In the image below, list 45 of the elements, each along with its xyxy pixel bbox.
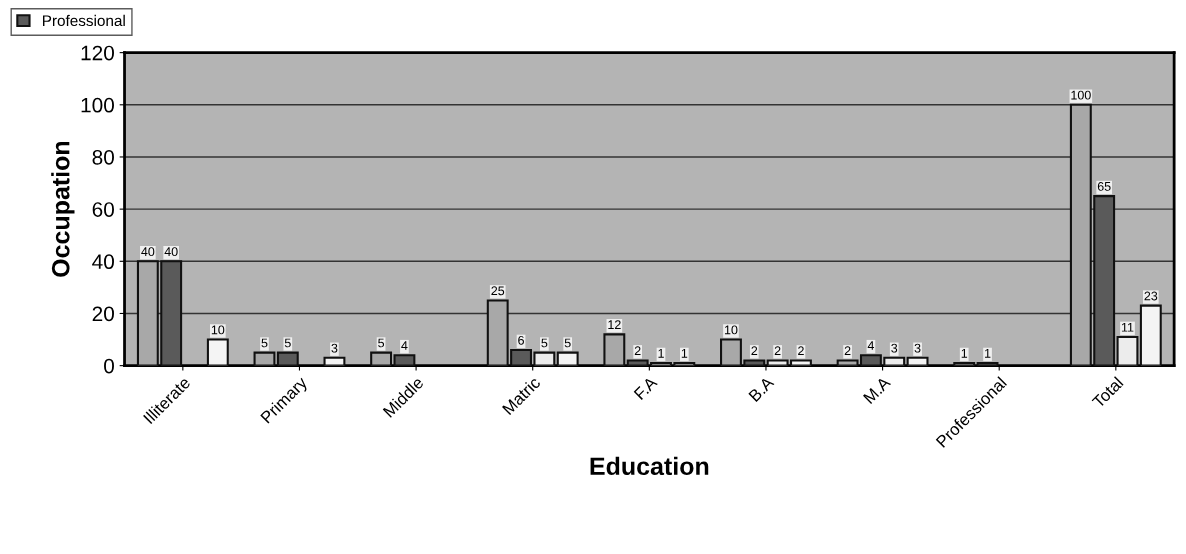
bar xyxy=(276,351,299,366)
data-label: 2 xyxy=(774,346,781,356)
data-label: 10 xyxy=(211,325,225,335)
bar xyxy=(1116,335,1139,366)
y-tick-label: 40 xyxy=(92,254,114,270)
y-tick-label: 100 xyxy=(81,97,114,113)
y-tick-label: 80 xyxy=(92,149,114,165)
data-label: 2 xyxy=(844,346,851,356)
x-tick-label: F.A xyxy=(633,375,658,400)
data-label: 65 xyxy=(1097,181,1111,191)
data-label: 3 xyxy=(914,343,921,353)
data-label: 23 xyxy=(1144,291,1158,301)
y-tick-label: 20 xyxy=(92,306,114,322)
data-label: 5 xyxy=(284,338,291,348)
data-label: 2 xyxy=(798,346,804,356)
x-tick-label: B.A xyxy=(748,375,775,402)
y-axis-title: Occupation xyxy=(51,141,75,277)
legend-label: Professional xyxy=(43,14,125,27)
y-tick-label: 120 xyxy=(81,45,114,61)
data-label: 2 xyxy=(634,346,641,356)
data-label: 4 xyxy=(401,341,408,350)
data-label: 40 xyxy=(141,247,155,257)
data-label: 3 xyxy=(331,343,338,353)
data-label: 40 xyxy=(164,247,178,257)
x-axis-title: Education xyxy=(590,456,709,476)
data-label: 6 xyxy=(518,335,524,345)
data-label: 5 xyxy=(541,338,548,348)
data-label: 1 xyxy=(961,349,968,358)
y-tick-label: 0 xyxy=(104,358,114,374)
data-label: 11 xyxy=(1121,322,1134,332)
data-label: 4 xyxy=(867,341,875,350)
y-tick-label: 60 xyxy=(92,202,114,217)
data-label: 5 xyxy=(564,338,571,348)
data-label: 3 xyxy=(891,343,898,353)
data-label: 25 xyxy=(491,286,505,296)
data-label: 5 xyxy=(378,338,385,348)
data-label: 1 xyxy=(658,349,664,358)
data-label: 10 xyxy=(724,325,738,335)
data-label: 1 xyxy=(681,349,688,358)
data-label: 100 xyxy=(1071,90,1091,100)
x-tick-label: M.A xyxy=(863,375,892,404)
data-label: 1 xyxy=(985,349,991,358)
data-label: 12 xyxy=(608,320,621,329)
data-label: 2 xyxy=(751,346,758,356)
data-label: 5 xyxy=(261,338,268,348)
